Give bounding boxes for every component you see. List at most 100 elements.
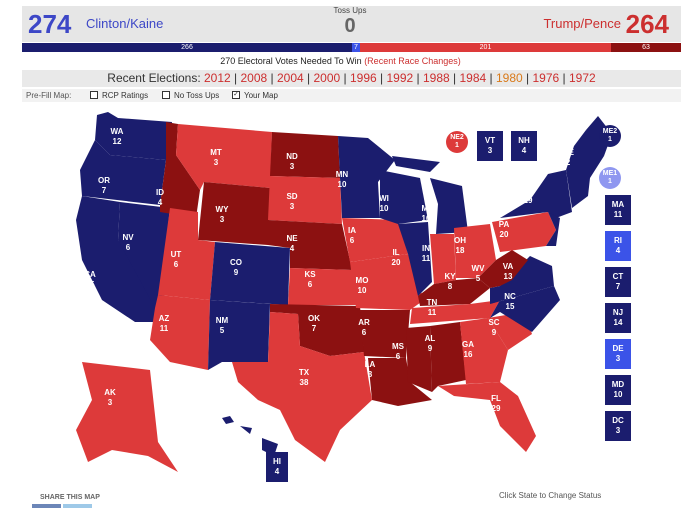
state-label-ia[interactable]: IA 6 [337,226,367,246]
state-mn[interactable] [338,136,395,218]
state-label-co[interactable]: CO 9 [221,258,251,278]
state-label-ok[interactable]: OK 7 [299,314,329,334]
state-label-al[interactable]: AL 9 [415,334,445,354]
small-state-box-vt[interactable]: VT 3 [477,131,503,161]
state-ny[interactable] [500,170,572,218]
district-ne2[interactable]: NE2 1 [446,131,468,153]
state-label-la[interactable]: LA 8 [355,360,385,380]
state-label-ar[interactable]: AR 6 [349,318,379,338]
state-label-mi[interactable]: MI 16 [411,204,441,224]
state-label-ks[interactable]: KS 6 [295,270,325,290]
recent-race-changes-link[interactable]: (Recent Race Changes) [364,56,461,66]
state-label-sd[interactable]: SD 3 [277,192,307,212]
state-ne[interactable] [268,220,352,270]
state-label-ky[interactable]: KY 8 [435,272,465,292]
state-il[interactable] [398,222,432,296]
state-label-wv[interactable]: WV 5 [463,264,493,284]
state-label-tn[interactable]: TN 11 [417,298,447,318]
state-label-id[interactable]: ID 4 [145,188,175,208]
state-wy[interactable] [198,182,270,245]
small-state-box-ct[interactable]: CT 7 [605,267,631,297]
state-pa[interactable] [492,212,556,252]
state-ut[interactable] [158,208,215,300]
election-year-link-1992[interactable]: 1992 [386,71,414,85]
state-tx[interactable] [232,312,372,462]
state-mt[interactable] [176,124,272,190]
state-label-fl[interactable]: FL 29 [481,394,511,414]
small-state-box-nj[interactable]: NJ 14 [605,303,631,333]
state-label-ne[interactable]: NE 4 [277,234,307,254]
state-nc[interactable] [490,286,560,332]
state-ks[interactable] [288,268,356,305]
state-label-ut[interactable]: UT 6 [161,250,191,270]
state-al[interactable] [430,322,466,392]
state-label-nd[interactable]: ND 3 [277,152,307,172]
state-id[interactable] [160,122,200,218]
state-label-wy[interactable]: WY 3 [207,205,237,225]
state-label-az[interactable]: AZ 11 [149,314,179,334]
small-state-box-ma[interactable]: MA 11 [605,195,631,225]
state-ak[interactable] [76,362,178,472]
district-me1[interactable]: ME1 1 [599,167,621,189]
state-fl[interactable] [438,382,536,452]
election-year-link-1996[interactable]: 1996 [350,71,377,85]
state-co[interactable] [210,242,290,305]
election-year-link-1976[interactable]: 1976 [532,71,560,85]
facebook-share-button[interactable] [32,504,61,508]
no-toss-ups-label[interactable]: No Toss Ups [174,91,220,100]
state-label-mo[interactable]: MO 10 [347,276,377,296]
state-ky[interactable] [418,278,490,306]
state-nm[interactable] [208,300,270,370]
state-label-hi[interactable]: HI 4 [266,452,288,482]
state-wa[interactable] [95,112,172,160]
small-state-box-md[interactable]: MD 10 [605,375,631,405]
district-me2[interactable]: ME2 1 [599,125,621,147]
state-label-wi[interactable]: WI 10 [369,194,399,214]
state-label-nv[interactable]: NV 6 [113,233,143,253]
no-toss-ups-checkbox[interactable] [162,91,170,99]
small-state-box-dc[interactable]: DC 3 [605,411,631,441]
state-label-oh[interactable]: OH 18 [445,236,475,256]
state-label-sc[interactable]: SC 9 [479,318,509,338]
state-nj-md-de[interactable] [546,212,560,246]
state-label-in[interactable]: IN 11 [411,244,441,264]
state-label-pa[interactable]: PA 20 [489,220,519,240]
state-label-mt[interactable]: MT 3 [201,148,231,168]
state-in[interactable] [430,234,456,284]
your-map-label[interactable]: Your Map [244,91,278,100]
state-label-tx[interactable]: TX 38 [289,368,319,388]
state-wv[interactable] [478,250,528,288]
state-label-me[interactable]: ME 2 [553,148,583,168]
election-year-link-1972[interactable]: 1972 [569,71,596,85]
rcp-ratings-checkbox[interactable] [90,91,98,99]
election-year-link-1980[interactable]: 1980 [496,71,523,85]
state-or[interactable] [80,140,166,205]
state-label-ny[interactable]: NY 29 [513,186,543,206]
state-ia[interactable] [342,218,408,262]
small-state-box-de[interactable]: DE 3 [605,339,631,369]
share-buttons[interactable] [32,504,92,508]
state-label-ak[interactable]: AK 3 [95,388,125,408]
state-label-or[interactable]: OR 7 [89,176,119,196]
state-tn[interactable] [410,300,500,324]
state-label-va[interactable]: VA 13 [493,262,523,282]
election-year-link-2012[interactable]: 2012 [204,71,231,85]
state-ms[interactable] [406,326,432,392]
state-ok[interactable] [270,304,364,356]
election-year-link-2008[interactable]: 2008 [240,71,268,85]
election-year-link-2000[interactable]: 2000 [313,71,341,85]
state-ga[interactable] [460,318,508,384]
state-nd[interactable] [270,132,340,178]
state-label-nc[interactable]: NC 15 [495,292,525,312]
state-mo[interactable] [350,254,424,310]
election-year-link-1984[interactable]: 1984 [459,71,487,85]
small-state-box-nh[interactable]: NH 4 [511,131,537,161]
state-label-ms[interactable]: MS 6 [383,342,413,362]
election-year-link-1988[interactable]: 1988 [423,71,450,85]
state-la[interactable] [368,358,432,406]
state-label-il[interactable]: IL 20 [381,248,411,268]
state-va[interactable] [490,256,554,304]
state-label-wa[interactable]: WA 12 [102,127,132,147]
state-sd[interactable] [268,176,342,224]
small-state-box-ri[interactable]: RI 4 [605,231,631,261]
